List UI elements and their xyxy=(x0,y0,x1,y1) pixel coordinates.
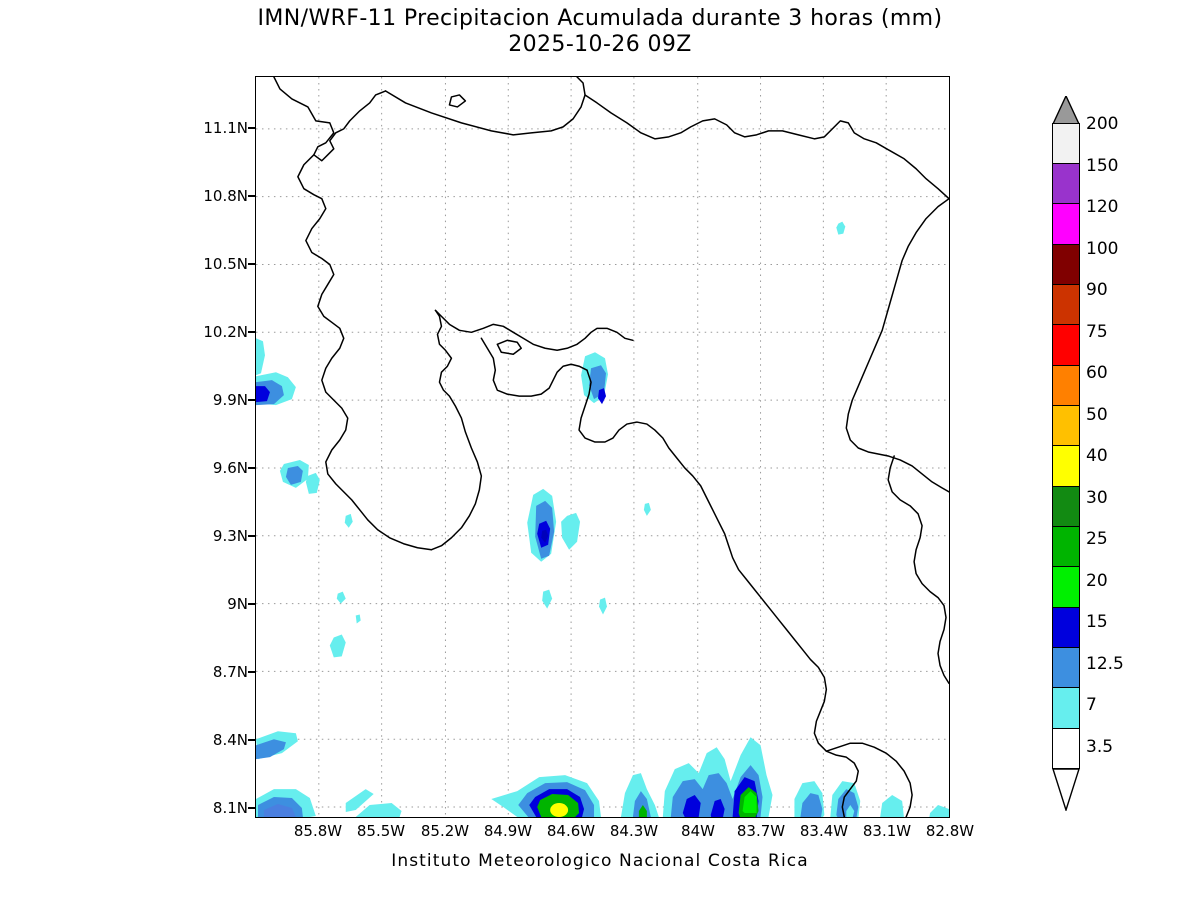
xtick-label-84.9W: 84.9W xyxy=(483,822,533,840)
ytick-mark xyxy=(248,467,255,469)
colorbar-swatch xyxy=(1052,324,1080,366)
ytick-label-8.4N: 8.4N xyxy=(212,731,248,749)
xtick-label-84W: 84W xyxy=(681,822,715,840)
colorbar-swatch xyxy=(1052,687,1080,729)
precip-cluster-osa-golfito xyxy=(620,737,949,817)
colorbar-label-100: 100 xyxy=(1086,238,1119,259)
colorbar-label-40: 40 xyxy=(1086,446,1108,466)
colorbar-label-90: 90 xyxy=(1086,280,1108,300)
ytick-label-10.5N: 10.5N xyxy=(203,255,248,273)
ytick-mark xyxy=(248,603,255,605)
ytick-label-10.8N: 10.8N xyxy=(203,187,248,205)
colorbar-swatch xyxy=(1052,485,1080,528)
precipitation-contours xyxy=(256,221,949,817)
colorbar-label-50: 50 xyxy=(1086,404,1108,425)
colorbar-label-20: 20 xyxy=(1086,570,1108,591)
colorbar-label-25: 25 xyxy=(1086,529,1108,549)
xtick-label-85.5W: 85.5W xyxy=(356,822,406,840)
precip-cells-guanacaste xyxy=(279,459,361,658)
ytick-mark xyxy=(248,127,255,129)
ytick-label-9.9N: 9.9N xyxy=(212,391,248,409)
ytick-mark xyxy=(248,331,255,333)
ytick-label-9N: 9N xyxy=(227,595,248,613)
colorbar-label-7: 7 xyxy=(1086,695,1097,715)
colorbar-label-75: 75 xyxy=(1086,321,1108,342)
precip-spot-caribbean xyxy=(836,221,846,235)
colorbar-over-arrow-icon xyxy=(1052,96,1080,125)
precip-cells-southwest-offshore xyxy=(256,731,402,817)
colorbar-swatch xyxy=(1052,525,1080,568)
precip-cell-main-south xyxy=(491,775,602,817)
colorbar-swatch xyxy=(1052,445,1080,487)
colorbar-swatch xyxy=(1052,405,1080,447)
colorbar-swatch xyxy=(1052,243,1080,286)
page-subtitle: 2025-10-26 09Z xyxy=(508,32,692,57)
colorbar-label-15: 15 xyxy=(1086,612,1108,632)
colorbar-label-30: 30 xyxy=(1086,487,1108,508)
xtick-label-85.2W: 85.2W xyxy=(420,822,470,840)
ytick-mark xyxy=(248,807,255,809)
ytick-mark xyxy=(248,671,255,673)
colorbar-swatch xyxy=(1052,203,1080,245)
colorbar-label-150: 150 xyxy=(1086,155,1119,176)
chart-title-block: IMN/WRF-11 Precipitacion Acumulada duran… xyxy=(0,6,1200,58)
map-gridlines xyxy=(256,77,949,817)
ytick-mark xyxy=(248,739,255,741)
colorbar-label-12.5: 12.5 xyxy=(1086,653,1124,674)
colorbar-under-arrow-icon xyxy=(1052,768,1080,811)
page-title: IMN/WRF-11 Precipitacion Acumulada duran… xyxy=(257,6,943,31)
ytick-mark xyxy=(248,195,255,197)
precip-cell-nicoya xyxy=(581,352,608,405)
colorbar-label-60: 60 xyxy=(1086,363,1108,383)
colorbar-label-3.5: 3.5 xyxy=(1086,736,1114,757)
ytick-mark xyxy=(248,535,255,537)
ytick-label-9.6N: 9.6N xyxy=(212,459,248,477)
xtick-label-84.6W: 84.6W xyxy=(546,822,596,840)
precip-cells-scattered-mid xyxy=(542,502,651,615)
xtick-label-82.8W: 82.8W xyxy=(925,822,975,840)
ytick-label-9.3N: 9.3N xyxy=(212,527,248,545)
ytick-label-11.1N: 11.1N xyxy=(203,119,248,137)
xtick-label-83.7W: 83.7W xyxy=(736,822,786,840)
xtick-label-85.8W: 85.8W xyxy=(293,822,343,840)
precipitation-map xyxy=(256,77,949,817)
xtick-label-83.1W: 83.1W xyxy=(862,822,912,840)
colorbar-swatch xyxy=(1052,163,1080,205)
colorbar-swatch xyxy=(1052,727,1080,769)
colorbar-swatch xyxy=(1052,606,1080,649)
ytick-label-10.2N: 10.2N xyxy=(203,323,248,341)
ytick-mark xyxy=(248,399,255,401)
ytick-label-8.7N: 8.7N xyxy=(212,663,248,681)
xtick-label-84.3W: 84.3W xyxy=(609,822,659,840)
colorbar-label-120: 120 xyxy=(1086,197,1119,217)
precip-cell-pacific-nw xyxy=(256,338,296,406)
colorbar-swatch xyxy=(1052,122,1080,165)
colorbar-label-200: 200 xyxy=(1086,114,1119,134)
colorbar-swatch xyxy=(1052,566,1080,608)
colorbar-swatch xyxy=(1052,284,1080,326)
coastline-paths xyxy=(273,77,949,817)
precip-cell-central xyxy=(527,488,581,562)
ytick-label-8.1N: 8.1N xyxy=(212,799,248,817)
colorbar-swatch xyxy=(1052,646,1080,689)
footer-attribution: Instituto Meteorologico Nacional Costa R… xyxy=(391,851,809,871)
colorbar[interactable]: 200 150 120 100 90 75 60 50 40 30 25 20 15 12.5 7 3.5 xyxy=(1052,114,1124,769)
colorbar-swatch xyxy=(1052,364,1080,407)
xtick-label-83.4W: 83.4W xyxy=(799,822,849,840)
ytick-mark xyxy=(248,263,255,265)
map-plot-area xyxy=(255,76,950,818)
